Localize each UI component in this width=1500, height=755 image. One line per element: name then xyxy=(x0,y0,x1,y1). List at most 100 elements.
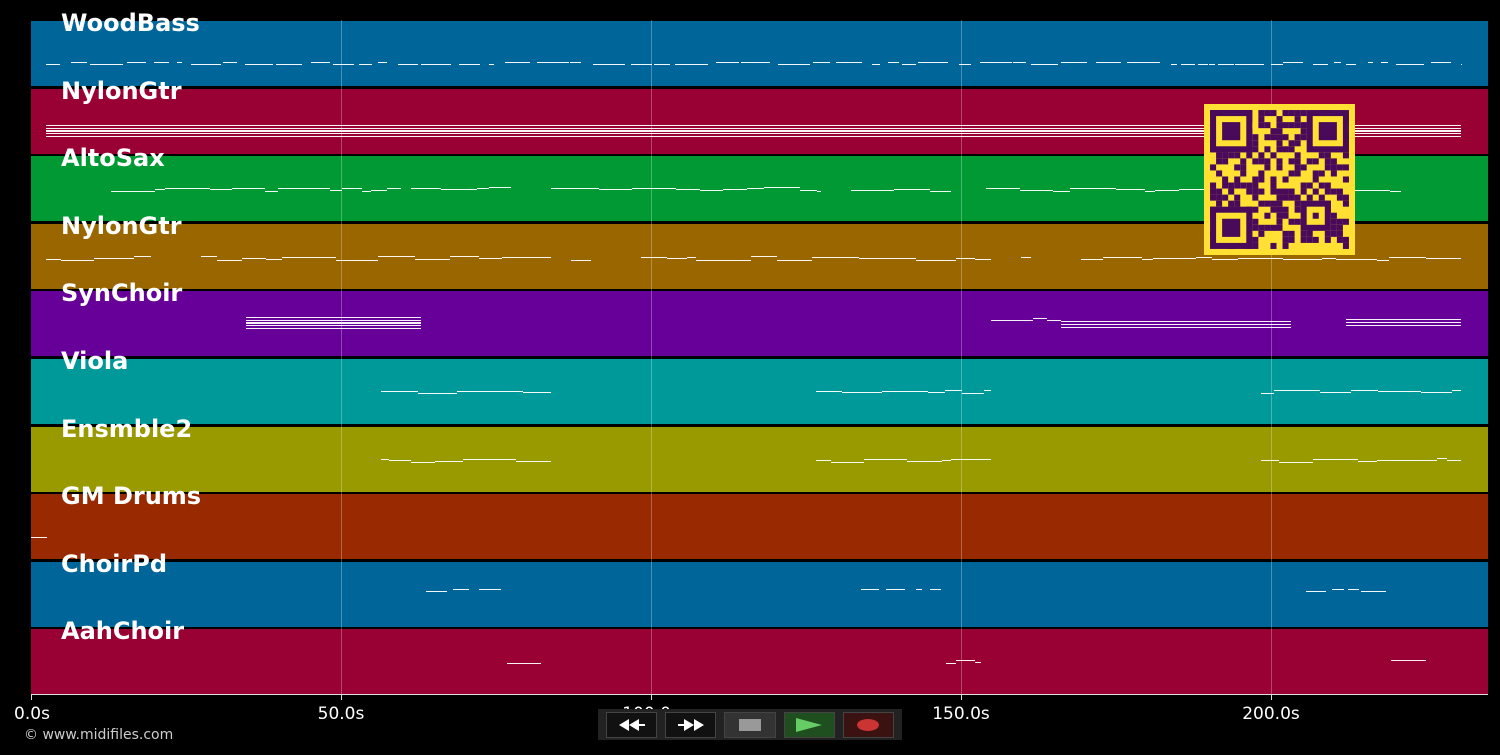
tick-label: 0.0s xyxy=(14,704,50,724)
stop-button[interactable] xyxy=(724,711,776,738)
note xyxy=(301,188,330,190)
note xyxy=(381,458,390,460)
note xyxy=(894,189,930,191)
note xyxy=(515,460,528,462)
note xyxy=(523,392,551,393)
track-lane: ChoirPd xyxy=(31,550,1488,627)
qr-code-icon[interactable] xyxy=(1204,104,1355,255)
note xyxy=(1346,319,1461,321)
note xyxy=(71,62,87,63)
note xyxy=(134,255,151,257)
note xyxy=(1021,256,1031,258)
note xyxy=(1234,64,1258,65)
note xyxy=(46,135,1461,137)
note xyxy=(1173,257,1196,259)
record-button[interactable] xyxy=(842,711,895,738)
note xyxy=(450,460,463,462)
note xyxy=(1154,190,1180,192)
track-name: Viola xyxy=(61,347,129,375)
grid-line xyxy=(961,20,962,695)
note xyxy=(1351,390,1378,391)
track-name: NylonGtr xyxy=(61,76,182,105)
note xyxy=(741,62,770,63)
note xyxy=(991,320,1017,322)
note xyxy=(851,190,895,192)
note xyxy=(654,256,667,258)
note xyxy=(897,257,917,259)
grid-line xyxy=(1271,20,1272,695)
note xyxy=(489,64,494,65)
note xyxy=(1171,64,1177,65)
note xyxy=(1367,62,1374,63)
note xyxy=(190,64,221,65)
note xyxy=(675,64,709,65)
note xyxy=(246,322,421,324)
note xyxy=(1142,258,1154,260)
play-button[interactable] xyxy=(783,711,835,738)
note xyxy=(776,259,813,261)
note xyxy=(859,257,898,259)
note xyxy=(1436,457,1448,459)
note xyxy=(751,255,777,257)
note xyxy=(411,461,436,463)
tick-mark xyxy=(341,694,342,700)
note xyxy=(1346,325,1461,327)
note xyxy=(641,256,655,258)
note xyxy=(60,259,95,261)
note xyxy=(1019,190,1053,192)
note-roll xyxy=(31,629,1488,694)
note xyxy=(676,189,700,191)
note xyxy=(420,64,452,65)
track-lane: GM Drums xyxy=(31,482,1488,560)
note xyxy=(381,391,419,392)
tick-mark xyxy=(31,694,32,700)
note-roll xyxy=(31,89,1488,154)
note xyxy=(1346,64,1356,65)
note xyxy=(747,188,764,190)
note xyxy=(974,662,981,664)
note xyxy=(886,588,906,590)
note xyxy=(1278,461,1313,463)
note xyxy=(201,255,218,257)
note xyxy=(507,663,541,665)
note xyxy=(915,588,922,590)
note xyxy=(362,191,372,193)
note xyxy=(450,255,479,257)
note xyxy=(310,62,331,63)
note xyxy=(527,460,551,462)
note xyxy=(1061,321,1291,323)
note xyxy=(887,62,899,63)
note xyxy=(881,391,929,392)
note xyxy=(1179,189,1209,191)
note xyxy=(496,391,524,392)
note xyxy=(1217,64,1235,65)
fast-forward-button[interactable] xyxy=(665,711,717,738)
tick-label: 150.0s xyxy=(932,704,990,724)
note xyxy=(217,259,242,261)
note xyxy=(1004,188,1020,190)
note xyxy=(335,259,379,261)
tick-mark xyxy=(651,694,652,700)
note xyxy=(1270,64,1283,65)
note xyxy=(1261,393,1274,394)
note xyxy=(1052,191,1070,193)
note xyxy=(46,130,1461,132)
note xyxy=(1376,459,1418,461)
note xyxy=(418,393,458,394)
note xyxy=(358,64,373,65)
note xyxy=(816,459,832,461)
note xyxy=(1396,64,1425,65)
note xyxy=(1069,188,1116,190)
rewind-button[interactable] xyxy=(606,711,658,738)
note xyxy=(371,190,387,192)
note xyxy=(1145,191,1155,193)
track-name: SynChoir xyxy=(61,279,183,308)
note xyxy=(46,124,1461,126)
note xyxy=(1377,391,1390,392)
note xyxy=(930,588,941,590)
note xyxy=(975,258,991,260)
note xyxy=(341,188,362,190)
note xyxy=(950,458,991,460)
note xyxy=(687,256,696,258)
